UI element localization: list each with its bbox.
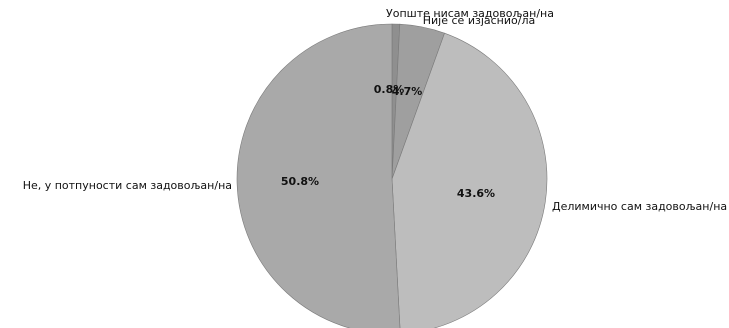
pie-slice-4: [236, 23, 401, 328]
slice-label-4: Не, у потпуности сам задовољан/на: [23, 179, 232, 192]
pie-slice-3: [391, 32, 548, 328]
pie-slices: [236, 23, 548, 328]
slice-label-1: Уопште нисам задовољан/на: [386, 7, 554, 20]
slice-label-2: Није се изјаснио/ла: [423, 14, 535, 27]
slice-percent-3: 43.6%: [457, 187, 495, 200]
slice-label-3: Делимично сам задовољан/на: [552, 200, 727, 213]
slice-percent-1: 0.8%: [374, 83, 405, 96]
slice-percent-4: 50.8%: [281, 175, 319, 188]
slice-percent-2: 4.7%: [392, 85, 423, 98]
